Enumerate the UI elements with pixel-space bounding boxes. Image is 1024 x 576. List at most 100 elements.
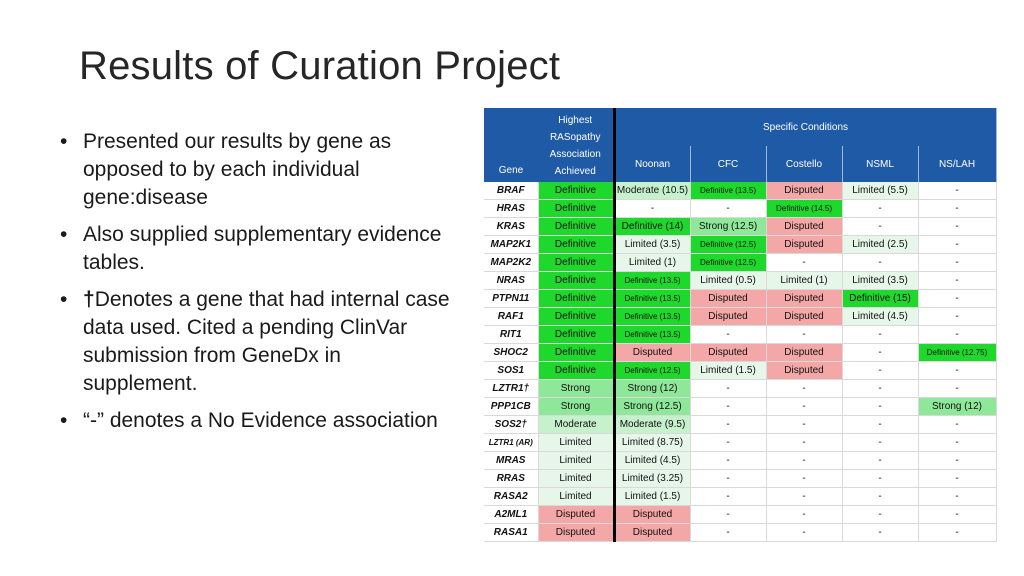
gene-cell: MRAS bbox=[484, 451, 539, 470]
condition-cell: - bbox=[690, 433, 767, 452]
condition-cell: - bbox=[918, 182, 997, 200]
condition-cell: Disputed bbox=[766, 307, 843, 326]
bullet-text: “-” denotes a No Evidence association bbox=[83, 409, 438, 432]
condition-cell: - bbox=[690, 325, 767, 344]
condition-cell: - bbox=[842, 505, 919, 524]
condition-cell: - bbox=[918, 415, 997, 434]
bullet-list: • Presented our results by gene as oppose… bbox=[60, 128, 460, 444]
bullet-dot: • bbox=[60, 223, 68, 246]
condition-cell: - bbox=[842, 487, 919, 506]
condition-cell: Disputed bbox=[614, 343, 691, 362]
header-condition: Noonan bbox=[614, 146, 691, 182]
condition-cell: Limited (5.5) bbox=[842, 182, 919, 200]
highest-association-cell: Definitive bbox=[538, 253, 616, 272]
highest-association-cell: Limited bbox=[538, 433, 616, 452]
condition-cell: - bbox=[766, 397, 843, 416]
condition-cell: - bbox=[690, 523, 767, 542]
condition-cell: Disputed bbox=[766, 361, 843, 380]
condition-cell: Definitive (13.5) bbox=[614, 289, 691, 308]
highest-association-cell: Limited bbox=[538, 469, 616, 488]
condition-cell: - bbox=[690, 469, 767, 488]
condition-cell: Moderate (10.5) bbox=[614, 182, 691, 200]
condition-cell: - bbox=[918, 505, 997, 524]
header-highest-association: Highest RASopathy Association Achieved bbox=[538, 108, 616, 182]
header-condition: Costello bbox=[766, 146, 843, 182]
condition-cell: Limited (3.25) bbox=[614, 469, 691, 488]
condition-cell: Limited (2.5) bbox=[842, 235, 919, 254]
gene-cell: PTPN11 bbox=[484, 289, 539, 308]
condition-cell: Limited (3.5) bbox=[842, 271, 919, 290]
highest-association-cell: Limited bbox=[538, 451, 616, 470]
condition-cell: - bbox=[842, 199, 919, 218]
gene-cell: LZTR1 (AR) bbox=[484, 433, 539, 452]
bullet-dot: • bbox=[60, 288, 68, 311]
condition-cell: Definitive (12.5) bbox=[690, 235, 767, 254]
gene-cell: KRAS bbox=[484, 217, 539, 236]
condition-cell: - bbox=[918, 325, 997, 344]
slide-title: Results of Curation Project bbox=[79, 44, 561, 88]
condition-cell: - bbox=[918, 289, 997, 308]
condition-cell: - bbox=[918, 451, 997, 470]
condition-cell: - bbox=[918, 523, 997, 542]
table-row: BRAF Definitive Moderate (10.5) Definitive … bbox=[484, 182, 997, 200]
highest-association-cell: Disputed bbox=[538, 505, 616, 524]
highest-association-cell: Definitive bbox=[538, 217, 616, 236]
condition-cell: - bbox=[766, 253, 843, 272]
table-row: SHOC2 Definitive Disputed Disputed Disputed -… bbox=[484, 343, 997, 362]
condition-cell: - bbox=[766, 487, 843, 506]
table-row: LZTR1 (AR) Limited Limited (8.75) - - - - bbox=[484, 433, 997, 452]
condition-cell: - bbox=[842, 451, 919, 470]
highest-association-cell: Limited bbox=[538, 487, 616, 506]
condition-cell: Disputed bbox=[690, 343, 767, 362]
highest-association-cell: Definitive bbox=[538, 199, 616, 218]
condition-cell: - bbox=[690, 415, 767, 434]
header-specific-conditions: Specific Conditions bbox=[614, 108, 997, 146]
condition-cell: Disputed bbox=[766, 343, 843, 362]
bullet-text: Presented our results by gene as opposed… bbox=[83, 130, 392, 209]
gene-cell: SOS2† bbox=[484, 415, 539, 434]
condition-cell: Strong (12) bbox=[918, 397, 997, 416]
condition-cell: - bbox=[918, 487, 997, 506]
condition-cell: - bbox=[614, 199, 691, 218]
gene-cell: RASA2 bbox=[484, 487, 539, 506]
condition-cell: - bbox=[918, 307, 997, 326]
condition-cell: - bbox=[918, 253, 997, 272]
bullet-item: • Also supplied supplementary evidence ta… bbox=[60, 221, 460, 277]
condition-cell: - bbox=[690, 397, 767, 416]
condition-cell: Disputed bbox=[766, 217, 843, 236]
table-row: HRAS Definitive - - Definitive (14.5) - - bbox=[484, 199, 997, 218]
condition-cell: - bbox=[766, 469, 843, 488]
condition-cell: - bbox=[766, 325, 843, 344]
bullet-text: Also supplied supplementary evidence tab… bbox=[83, 223, 442, 274]
condition-cell: - bbox=[842, 253, 919, 272]
highest-association-cell: Strong bbox=[538, 397, 616, 416]
table-row: RASA2 Limited Limited (1.5) - - - - bbox=[484, 487, 997, 506]
gene-cell: SHOC2 bbox=[484, 343, 539, 362]
condition-cell: - bbox=[842, 415, 919, 434]
condition-cell: - bbox=[766, 523, 843, 542]
condition-cell: Strong (12.5) bbox=[690, 217, 767, 236]
gene-cell: RASA1 bbox=[484, 523, 539, 542]
bullet-dot: • bbox=[60, 409, 68, 432]
condition-cell: - bbox=[690, 451, 767, 470]
condition-cell: - bbox=[766, 505, 843, 524]
condition-cell: Limited (1) bbox=[614, 253, 691, 272]
condition-cell: Limited (4.5) bbox=[614, 451, 691, 470]
condition-cell: - bbox=[690, 487, 767, 506]
highest-association-cell: Definitive bbox=[538, 271, 616, 290]
condition-cell: Disputed bbox=[766, 235, 843, 254]
condition-cell: Disputed bbox=[614, 523, 691, 542]
condition-cell: Limited (8.75) bbox=[614, 433, 691, 452]
bullet-item: • Presented our results by gene as oppose… bbox=[60, 128, 460, 212]
gene-cell: MAP2K1 bbox=[484, 235, 539, 254]
condition-cell: Definitive (13.5) bbox=[614, 325, 691, 344]
condition-cell: - bbox=[918, 469, 997, 488]
condition-cell: - bbox=[918, 361, 997, 380]
condition-cell: - bbox=[842, 325, 919, 344]
condition-cell: - bbox=[766, 415, 843, 434]
highest-association-cell: Definitive bbox=[538, 307, 616, 326]
condition-cell: - bbox=[842, 343, 919, 362]
condition-cell: Limited (1.5) bbox=[690, 361, 767, 380]
bullet-text: Denotes a gene that had internal case da… bbox=[83, 288, 450, 395]
gene-cell: RRAS bbox=[484, 469, 539, 488]
